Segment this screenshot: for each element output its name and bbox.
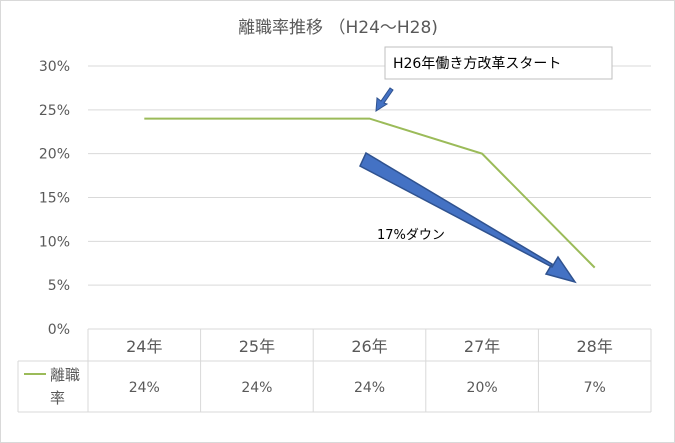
callout-arrow-icon	[375, 87, 394, 112]
y-tick-label: 25%	[39, 103, 70, 119]
x-category-label: 27年	[464, 337, 500, 356]
y-axis: 0% 5% 10% 15% 20% 25% 30%	[39, 59, 70, 338]
y-tick-label: 10%	[39, 234, 70, 250]
series-line	[144, 117, 596, 269]
y-tick-label: 30%	[39, 59, 70, 75]
data-table-value: 24%	[354, 380, 385, 396]
legend-label-wrap: 率	[50, 389, 65, 407]
y-tick-label: 15%	[39, 191, 70, 207]
x-category-label: 25年	[239, 337, 275, 356]
data-table-value: 20%	[467, 380, 498, 396]
annotations: 17%ダウン H26年働き方改革スタート	[359, 46, 613, 284]
chart-title: 離職率推移 （H24～H28)	[238, 18, 438, 38]
series-layer	[144, 117, 596, 269]
y-tick-label: 0%	[48, 322, 70, 338]
y-tick-label: 20%	[39, 147, 70, 163]
data-table-value: 24%	[129, 380, 160, 396]
data-table: 24年 25年 26年 27年 28年 24% 24% 24% 20% 7% 離職率	[17, 329, 652, 413]
x-category-label: 24年	[126, 337, 162, 356]
data-table-value: 7%	[584, 380, 606, 396]
x-category-label: 28年	[577, 337, 613, 356]
callout-box	[384, 46, 613, 80]
down-trend-arrow	[359, 151, 577, 284]
y-tick-label: 5%	[48, 278, 70, 294]
callout-text: H26年働き方改革スタート	[393, 56, 561, 72]
data-table-value: 24%	[241, 380, 272, 396]
arrow-label: 17%ダウン	[377, 228, 445, 243]
legend-label: 離職	[50, 366, 80, 384]
x-category-label: 26年	[351, 337, 387, 356]
